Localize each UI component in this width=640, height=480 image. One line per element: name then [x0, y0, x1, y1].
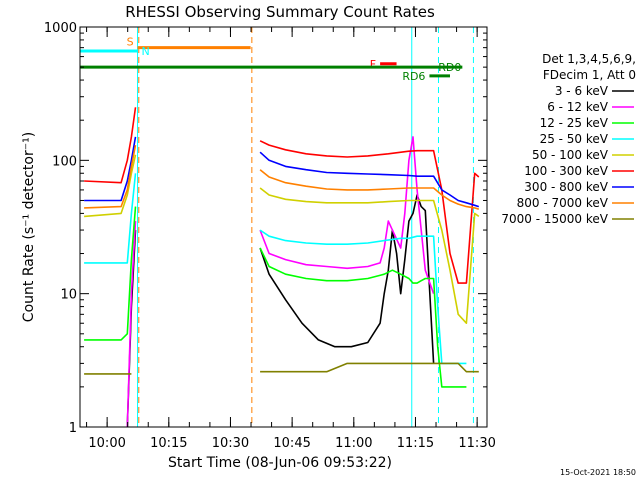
- series-line-6: [84, 136, 480, 208]
- x-axis-label: Start Time (08-Jun-06 09:53:22): [168, 455, 392, 471]
- y-tick-label-2: 100: [52, 154, 77, 169]
- legend-header-line-1: Det 1,3,4,5,6,9,: [542, 52, 636, 66]
- y-tick-label-0: 1: [69, 421, 77, 436]
- legend-label-5: 100 - 300 keV: [524, 164, 608, 178]
- x-tick-label-6: 11:30: [458, 436, 495, 451]
- x-tick-label-5: 11:15: [397, 436, 434, 451]
- series-line-2: [84, 206, 467, 388]
- legend-label-8: 7000 - 15000 keV: [501, 212, 608, 226]
- legend-label-3: 25 - 50 keV: [540, 132, 609, 146]
- x-tick-label-0: 10:00: [88, 436, 125, 451]
- x-tick-label-1: 10:15: [150, 436, 187, 451]
- x-tick-label-4: 11:00: [335, 436, 372, 451]
- y-tick-label-1: 10: [60, 288, 77, 303]
- series-line-8: [84, 362, 479, 375]
- x-tick-label-3: 10:45: [273, 436, 310, 451]
- annotation-label-rd6: RD6: [402, 70, 425, 83]
- y-axis-label: Count Rate (s⁻¹ detector⁻¹): [21, 132, 37, 322]
- legend-label-0: 3 - 6 keV: [555, 84, 609, 98]
- plot-frame: [79, 26, 488, 428]
- x-axis: 10:00 10:15 10:30 10:45 11:00 11:15 11:30: [86, 27, 496, 451]
- series-line-4: [84, 154, 480, 324]
- annotation-label-s: S: [127, 36, 134, 49]
- y-axis: 1 10 100 1000: [44, 21, 487, 436]
- footer-timestamp: 15-Oct-2021 18:50: [560, 468, 636, 477]
- series-line-5: [84, 107, 480, 284]
- series-line-7: [84, 144, 480, 210]
- y-tick-label-3: 1000: [44, 21, 77, 36]
- annotation-label-n: N: [142, 45, 150, 58]
- series-line-3: [84, 173, 467, 365]
- legend-label-4: 50 - 100 keV: [532, 148, 609, 162]
- x-tick-label-2: 10:30: [212, 436, 249, 451]
- legend-label-2: 12 - 25 keV: [540, 116, 609, 130]
- legend-label-1: 6 - 12 keV: [547, 100, 609, 114]
- annotation-label-rd0: RD0: [438, 61, 461, 74]
- legend-header-line-2: FDecim 1, Att 0: [543, 68, 636, 82]
- legend-label-7: 800 - 7000 keV: [517, 196, 609, 210]
- series-line-1: [126, 136, 435, 428]
- plot-area: SN F RD6 RD0: [80, 27, 480, 428]
- chart-title: RHESSI Observing Summary Count Rates: [125, 3, 435, 21]
- legend-label-6: 300 - 800 keV: [524, 180, 608, 194]
- legend: Det 1,3,4,5,6,9, FDecim 1, Att 0 3 - 6 k…: [501, 52, 636, 226]
- annotation-label-f: F: [370, 58, 376, 71]
